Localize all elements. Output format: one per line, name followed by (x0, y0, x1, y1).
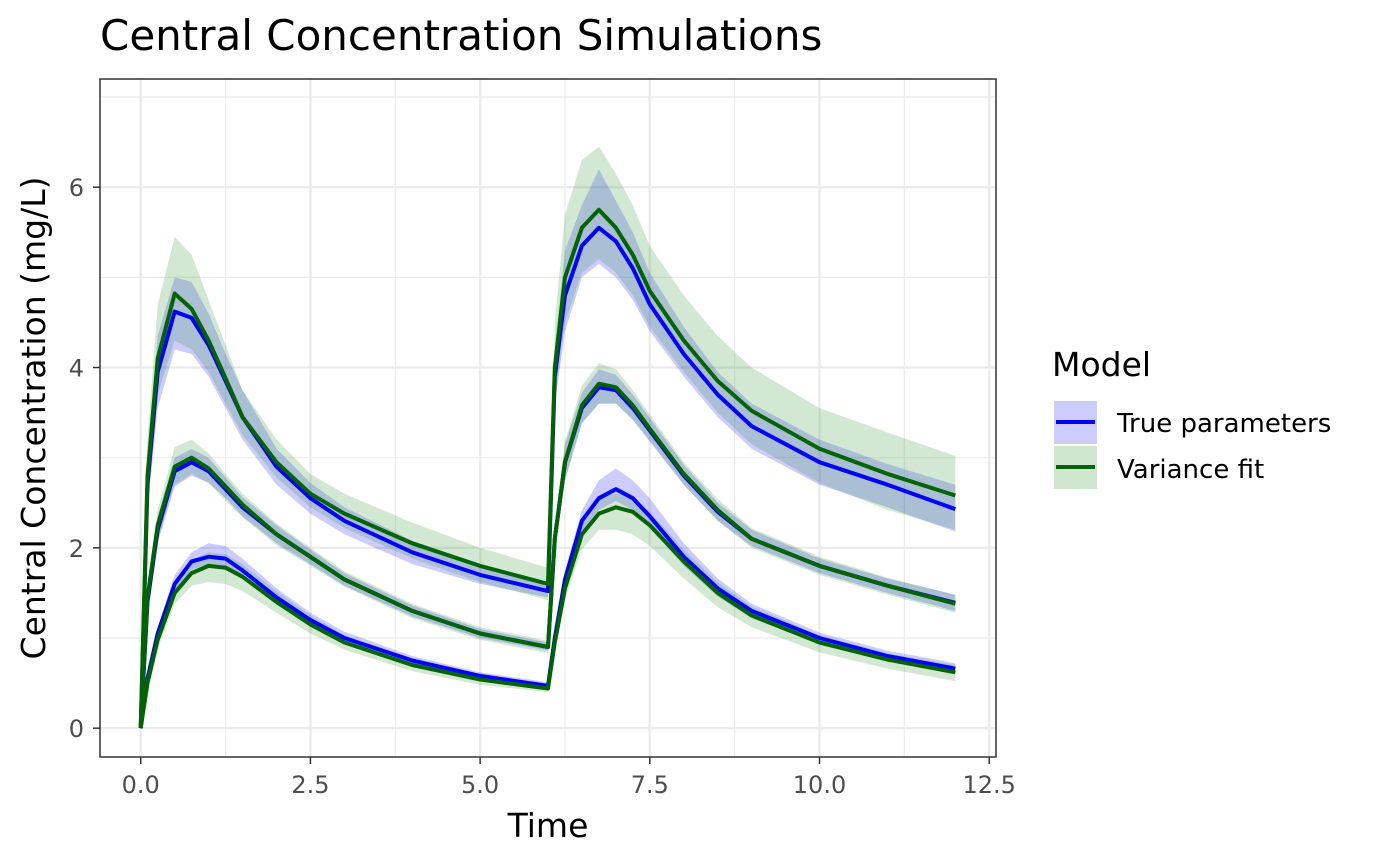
x-tick-label: 5.0 (461, 771, 499, 799)
legend-title: Model (1052, 345, 1151, 384)
true-parameters-upper-line (138, 225, 956, 729)
grid-major (100, 79, 996, 757)
variance-fit-upper-band (140, 146, 956, 729)
y-tick-label: 4 (69, 355, 84, 383)
x-axis: 0.0 2.5 5.0 7.5 10.0 12.5 (122, 757, 1016, 799)
x-axis-title: Time (507, 806, 589, 845)
chart-title: Central Concentration Simulations (100, 11, 822, 60)
legend-label-true-parameters: True parameters (1116, 409, 1331, 439)
variance-fit-lower-line (138, 505, 956, 729)
panel-border (99, 78, 997, 758)
variance-fit-lower-band (140, 493, 956, 729)
true-parameters-middle-band (140, 369, 956, 729)
y-tick-label: 6 (69, 174, 84, 202)
x-tick-label: 7.5 (631, 771, 669, 799)
legend-item-variance-fit: Variance fit (1054, 446, 1264, 489)
y-axis-title: Central Concentration (mg/L) (14, 177, 53, 660)
x-tick-label: 10.0 (793, 771, 846, 799)
variance-fit-middle-band (140, 363, 956, 729)
variance-fit-middle-line (138, 381, 956, 729)
x-tick-label: 2.5 (291, 771, 329, 799)
legend-label-variance-fit: Variance fit (1117, 455, 1264, 485)
variance-fit-upper-line (138, 207, 956, 729)
y-tick-label: 2 (69, 535, 84, 563)
y-axis: 0 2 4 6 (69, 174, 100, 743)
x-tick-label: 0.0 (122, 771, 160, 799)
x-tick-label: 12.5 (962, 771, 1015, 799)
legend-item-true-parameters: True parameters (1054, 401, 1331, 444)
legend: Model True parameters Variance fit (1052, 345, 1331, 489)
line-layer (138, 207, 956, 729)
y-tick-label: 0 (69, 715, 84, 743)
